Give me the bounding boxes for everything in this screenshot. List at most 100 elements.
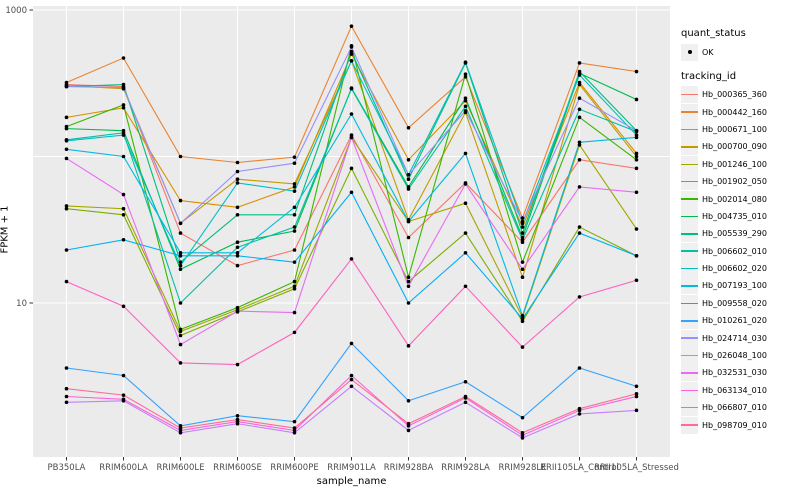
data-point xyxy=(349,86,354,91)
data-point xyxy=(64,84,69,89)
data-point xyxy=(577,225,582,229)
x-tick-label: RRII105LA_Stressed xyxy=(594,463,679,473)
data-point xyxy=(577,412,582,416)
data-point xyxy=(634,97,639,102)
data-point xyxy=(520,415,525,420)
data-point xyxy=(406,187,411,191)
data-point xyxy=(349,166,354,171)
data-point xyxy=(634,384,639,389)
data-point xyxy=(292,229,297,233)
legend-item-Hb_000671_100: Hb_000671_100 xyxy=(681,120,799,138)
data-point xyxy=(235,240,240,245)
legend-item-label: Hb_001902_050 xyxy=(702,177,767,187)
x-tick-label: RRIM928LA xyxy=(441,463,490,473)
legend-key-box xyxy=(681,294,698,312)
legend-item-Hb_010261_020: Hb_010261_020 xyxy=(681,312,799,330)
x-tick-label: RRIM600SE xyxy=(213,463,262,473)
data-point xyxy=(235,253,240,258)
data-point xyxy=(235,309,240,313)
legend-title-tracking-id: tracking_id xyxy=(681,71,737,82)
data-point xyxy=(577,185,582,189)
legend-item-label: Hb_066807_010 xyxy=(702,403,767,413)
data-point xyxy=(349,59,354,63)
data-point xyxy=(178,342,183,347)
data-point xyxy=(577,61,582,65)
legend-key-box xyxy=(681,103,698,121)
legend-item-label: Hb_001246_100 xyxy=(702,159,767,169)
data-point xyxy=(121,133,126,137)
data-point xyxy=(520,433,525,438)
data-point xyxy=(406,344,411,348)
data-point xyxy=(577,406,582,411)
legend: quant_status OK tracking_id Hb_000365_36… xyxy=(681,28,799,434)
data-point xyxy=(235,362,240,367)
y-tick-label: 10 xyxy=(16,299,27,309)
legend-key-box xyxy=(681,260,698,278)
data-point xyxy=(634,408,639,413)
legend-key-box xyxy=(681,155,698,173)
data-point xyxy=(463,400,468,405)
data-point xyxy=(178,221,183,226)
data-point xyxy=(64,156,69,161)
data-point xyxy=(520,319,525,324)
data-point xyxy=(292,205,297,210)
data-point xyxy=(634,69,639,74)
x-tick-label: RRIM928LE xyxy=(499,463,547,473)
data-point xyxy=(235,305,240,310)
x-tick-label: RRII105LA_Control xyxy=(540,463,619,473)
data-point xyxy=(292,182,297,186)
data-point xyxy=(235,181,240,185)
line-swatch-icon xyxy=(681,337,698,339)
data-point xyxy=(121,393,126,397)
data-point xyxy=(349,384,354,389)
data-point xyxy=(121,154,126,159)
legend-key-box xyxy=(681,312,698,330)
data-point xyxy=(178,231,183,235)
line-swatch-icon xyxy=(681,128,698,131)
data-point xyxy=(406,157,411,162)
legend-key-box xyxy=(681,173,698,191)
data-point xyxy=(349,377,354,382)
data-point xyxy=(463,72,468,76)
legend-item-Hb_000700_090: Hb_000700_090 xyxy=(681,138,799,156)
data-point xyxy=(64,138,69,143)
data-point xyxy=(634,166,639,171)
data-point xyxy=(121,373,126,378)
data-point xyxy=(292,279,297,284)
data-point xyxy=(235,177,240,181)
data-point xyxy=(292,185,297,189)
data-point xyxy=(463,231,468,235)
data-point xyxy=(406,284,411,289)
data-point xyxy=(235,205,240,210)
legend-key-box xyxy=(681,381,698,399)
data-point xyxy=(406,275,411,280)
data-point xyxy=(64,386,69,391)
legend-key-box xyxy=(681,347,698,365)
legend-item-label: Hb_006602_010 xyxy=(702,246,767,256)
data-point xyxy=(292,260,297,264)
data-point xyxy=(292,248,297,252)
line-swatch-icon xyxy=(681,93,698,96)
data-point xyxy=(634,135,639,140)
data-point xyxy=(349,190,354,195)
legend-item-label: Hb_009558_020 xyxy=(702,298,767,308)
x-tick-label: RRIM600LA xyxy=(99,463,148,473)
legend-item-label: Hb_000365_360 xyxy=(702,90,767,100)
data-point xyxy=(406,421,411,426)
y-axis-title: FPKM + 1 xyxy=(0,205,11,254)
data-point xyxy=(178,301,183,305)
data-point xyxy=(463,151,468,156)
legend-key-box xyxy=(681,242,698,260)
data-point xyxy=(64,394,69,399)
data-point xyxy=(235,160,240,165)
data-point xyxy=(178,263,183,268)
data-point xyxy=(121,397,126,402)
legend-key-box xyxy=(681,225,698,243)
data-point xyxy=(235,212,240,217)
data-point xyxy=(178,426,183,430)
legend-item-Hb_063134_010: Hb_063134_010 xyxy=(681,381,799,399)
data-point xyxy=(520,431,525,435)
data-point xyxy=(463,394,468,399)
